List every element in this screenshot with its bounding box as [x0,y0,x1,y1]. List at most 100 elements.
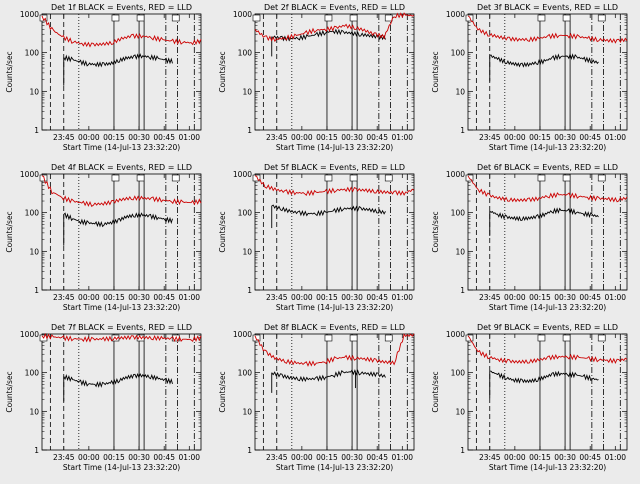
series-line [271,204,386,217]
flag-box [537,174,546,182]
y-axis-label: Counts/sec [218,51,227,92]
y-axis-label: Counts/sec [431,211,440,252]
y-tick-label: 100 [451,369,466,378]
plot-frame [254,173,415,291]
chart-title: Det 2f BLACK = Events, RED = LLD [264,3,405,12]
x-tick-label: 00:00 [504,293,526,302]
x-tick-label: 00:15 [103,133,125,142]
x-tick-label: 00:30 [128,453,150,462]
x-tick-label: 00:00 [504,133,526,142]
chart-title: Det 4f BLACK = Events, RED = LLD [51,163,192,172]
x-tick-label: 00:30 [341,293,363,302]
x-tick-label: 00:15 [316,133,338,142]
y-tick-label: 10 [29,407,39,416]
x-tick-label: 01:00 [178,453,200,462]
flag-box [111,174,120,182]
x-tick-label: 00:45 [579,453,601,462]
chart-title: Det 6f BLACK = Events, RED = LLD [477,163,618,172]
y-tick-label: 1000 [20,170,39,179]
plot-frame [254,13,415,131]
series-line [271,369,386,383]
series-line [63,53,173,68]
chart-title: Det 9f BLACK = Events, RED = LLD [477,323,618,332]
flag-box [384,334,393,342]
chart-panel: Det 7f BLACK = Events, RED = LLD 1 10 100 10… [5,323,202,472]
x-tick-label: 23:45 [479,133,501,142]
series-line [254,12,415,43]
flag-box [597,14,606,22]
chart-panel: Det 5f BLACK = Events, RED = LLD 1 10 100 10… [218,163,415,312]
chart-panel: Det 2f BLACK = Events, RED = LLD 1 10 100 10… [218,3,415,152]
x-tick-label: 01:00 [391,453,413,462]
chart-title: Det 5f BLACK = Events, RED = LLD [264,163,405,172]
x-tick-label: 23:45 [53,133,75,142]
x-tick-label: 00:15 [529,133,551,142]
flag-box [324,334,333,342]
series-line [41,15,202,48]
y-tick-label: 10 [242,407,252,416]
y-tick-label: 1000 [20,10,39,19]
y-tick-label: 1000 [446,170,465,179]
flag-box [39,14,48,22]
x-tick-label: 23:45 [266,293,288,302]
y-tick-label: 1000 [233,10,252,19]
x-axis-label: Start Time (14-Jul-13 23:32:20) [276,303,393,312]
x-tick-label: 00:30 [128,293,150,302]
x-tick-label: 00:30 [554,133,576,142]
y-tick-label: 1 [247,446,252,455]
y-axis-label: Counts/sec [5,211,14,252]
flag-box [349,174,358,182]
x-tick-label: 00:45 [153,453,175,462]
y-tick-label: 100 [238,369,253,378]
flag-box [349,334,358,342]
x-tick-label: 00:15 [103,453,125,462]
plot-frame [254,333,415,451]
plot-frame [467,173,628,291]
chart-title: Det 7f BLACK = Events, RED = LLD [51,323,192,332]
y-tick-label: 10 [242,87,252,96]
y-tick-label: 100 [25,209,40,218]
x-tick-label: 00:45 [579,133,601,142]
x-axis-label: Start Time (14-Jul-13 23:32:20) [63,303,180,312]
flag-box [562,174,571,182]
flag-box [597,334,606,342]
flag-box [252,174,261,182]
x-tick-label: 01:00 [178,133,200,142]
x-tick-label: 23:45 [479,453,501,462]
x-tick-label: 00:00 [291,453,313,462]
x-axis-label: Start Time (14-Jul-13 23:32:20) [489,463,606,472]
x-tick-label: 00:15 [316,453,338,462]
flag-box [39,174,48,182]
flag-box [537,14,546,22]
x-tick-label: 01:00 [391,133,413,142]
plot-frame [41,333,202,451]
x-tick-label: 00:30 [128,133,150,142]
y-tick-label: 100 [25,369,40,378]
plot-frame [41,173,202,291]
x-tick-label: 23:45 [266,453,288,462]
series-line [271,28,386,42]
y-axis-label: Counts/sec [5,371,14,412]
series-line [489,52,599,68]
y-tick-label: 10 [29,247,39,256]
y-tick-label: 100 [238,49,253,58]
series-line [254,333,415,367]
chart-panel: Det 4f BLACK = Events, RED = LLD 1 10 100 10… [5,163,202,312]
x-tick-label: 00:15 [529,293,551,302]
x-tick-label: 00:45 [579,293,601,302]
x-tick-label: 00:00 [78,293,100,302]
series-line [63,373,173,388]
flag-box [537,334,546,342]
chart-title: Det 1f BLACK = Events, RED = LLD [51,3,192,12]
y-tick-label: 100 [451,49,466,58]
series-line [41,175,202,207]
chart-panel: Det 3f BLACK = Events, RED = LLD 1 10 100 10… [431,3,628,152]
flag-box [252,14,261,22]
y-tick-label: 1 [247,126,252,135]
x-axis-label: Start Time (14-Jul-13 23:32:20) [276,463,393,472]
series-line [467,175,628,203]
x-tick-label: 00:45 [153,293,175,302]
series-line [489,207,599,222]
y-tick-label: 100 [451,209,466,218]
x-axis-label: Start Time (14-Jul-13 23:32:20) [63,463,180,472]
